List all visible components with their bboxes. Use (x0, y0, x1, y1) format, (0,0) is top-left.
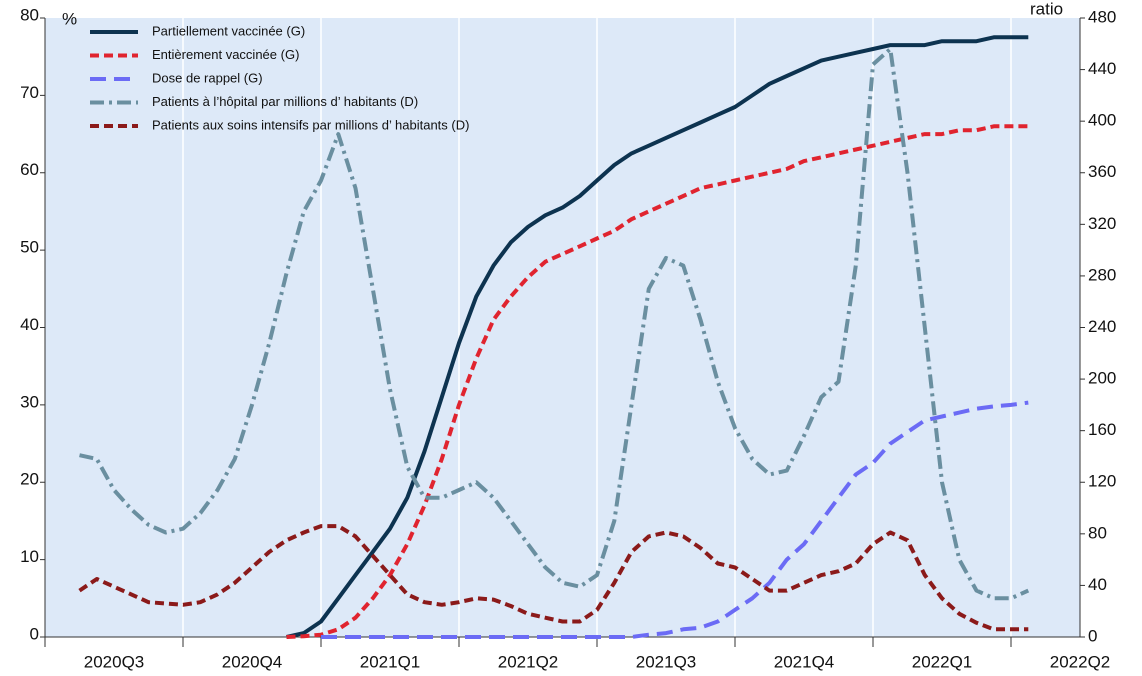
legend-label: Partiellement vaccinée (G) (152, 23, 305, 38)
y2-tick-label: 360 (1088, 162, 1116, 181)
y-tick-label: 60 (20, 160, 39, 179)
y2-tick-label: 40 (1088, 575, 1107, 594)
legend-label: Dose de rappel (G) (152, 70, 263, 85)
x-tick-label: 2021Q1 (360, 652, 421, 671)
x-tick-label: 2021Q4 (774, 652, 835, 671)
y2-tick-label: 200 (1088, 369, 1116, 388)
series-line (78, 524, 1029, 632)
y2-tick-label: 280 (1088, 265, 1116, 284)
x-tick-label: 2020Q4 (222, 652, 283, 671)
y2-tick-label: 120 (1088, 472, 1116, 491)
y2-tick-label: 400 (1088, 111, 1116, 130)
series-line (286, 35, 1029, 639)
y2-tick-label: 440 (1088, 59, 1116, 78)
y-tick-label: 80 (20, 5, 39, 24)
y-tick-label: 20 (20, 470, 39, 489)
plot-area (45, 18, 1080, 637)
y2-tick-label: 480 (1088, 7, 1116, 26)
x-tick-label: 2021Q2 (498, 652, 559, 671)
y-tick-label: 70 (20, 83, 39, 102)
x-tick-label: 2021Q3 (636, 652, 697, 671)
y2-tick-label: 160 (1088, 420, 1116, 439)
y2-tick-label: 0 (1088, 626, 1097, 645)
legend-label: Entièrement vaccinée (G) (152, 47, 299, 62)
y-tick-label: 10 (20, 547, 39, 566)
y2-tick-label: 320 (1088, 214, 1116, 233)
legend-label: Patients à l’hôpital par millions d’ hab… (152, 94, 418, 109)
series-line (321, 400, 1029, 639)
y2-tick-label: 80 (1088, 523, 1107, 542)
legend-label: Patients aux soins intensifs par million… (152, 117, 469, 132)
y2-axis-unit: ratio (1030, 0, 1063, 18)
x-tick-label: 2022Q2 (1050, 652, 1111, 671)
y-axis-unit: % (62, 9, 77, 28)
y-tick-label: 40 (20, 315, 39, 334)
x-tick-label: 2020Q3 (84, 652, 145, 671)
y-tick-label: 30 (20, 392, 39, 411)
y-tick-label: 50 (20, 238, 39, 257)
x-tick-label: 2022Q1 (912, 652, 973, 671)
series-line (286, 124, 1029, 639)
y-tick-label: 0 (30, 624, 39, 643)
y2-tick-label: 240 (1088, 317, 1116, 336)
series-line (79, 47, 1030, 601)
